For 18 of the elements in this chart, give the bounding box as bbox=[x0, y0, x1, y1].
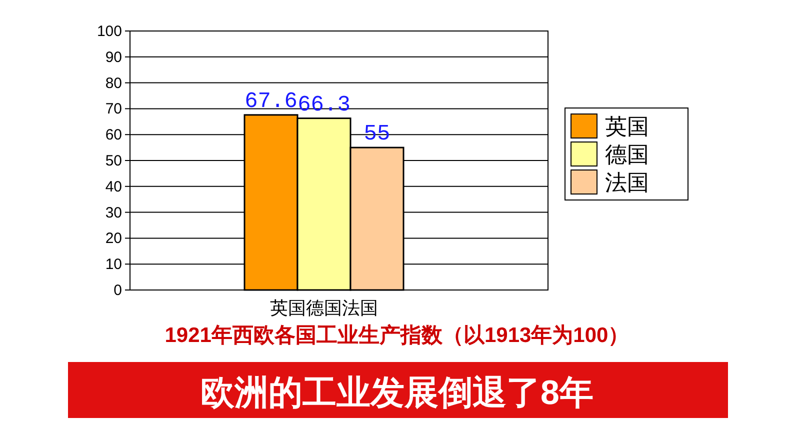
data-label: 67.6 bbox=[244, 88, 298, 114]
y-tick-label: 70 bbox=[105, 100, 122, 118]
y-tick-label: 40 bbox=[105, 178, 122, 196]
y-tick-label: 20 bbox=[105, 230, 122, 248]
text: 欧洲的工业发展倒退了8年 bbox=[200, 374, 594, 412]
legend-label: 英国 bbox=[605, 114, 649, 139]
y-tick-label: 30 bbox=[105, 204, 122, 222]
y-tick-label: 0 bbox=[114, 282, 122, 299]
y-tick-label: 50 bbox=[105, 152, 122, 170]
legend-label: 德国 bbox=[605, 142, 649, 167]
y-tick-label: 100 bbox=[96, 23, 122, 40]
y-tick-label: 10 bbox=[105, 256, 122, 274]
legend-label: 法国 bbox=[605, 170, 649, 195]
text: 1921年西欧各国工业生产指数（以1913年为100） bbox=[164, 323, 630, 347]
y-tick-label: 90 bbox=[105, 48, 122, 66]
x-tick-label: 英国德国法国 bbox=[270, 298, 378, 318]
y-tick-label: 60 bbox=[105, 126, 122, 144]
y-tick-label: 80 bbox=[105, 74, 122, 92]
